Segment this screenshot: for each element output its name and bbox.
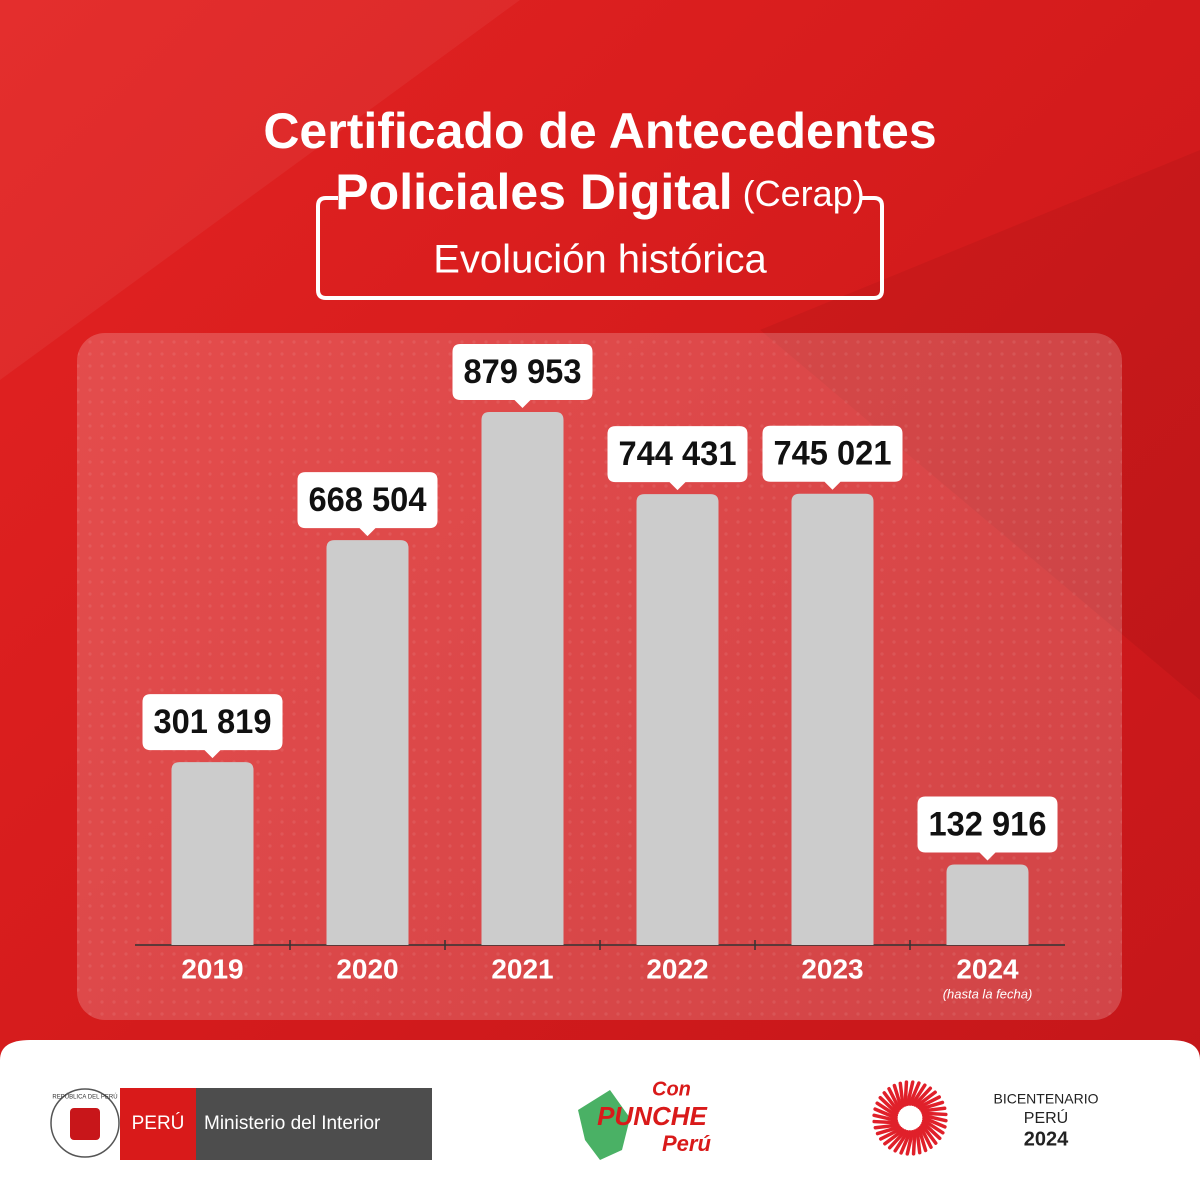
sun-ray (873, 1107, 898, 1120)
sun-ray (905, 1130, 915, 1156)
campaign-word: Con (652, 1078, 691, 1100)
bar (791, 493, 874, 945)
campaign-word: Perú (662, 1131, 711, 1156)
logo-ministry: REPÚBLICA DEL PERÚ PERÚ Ministerio del I… (50, 1088, 432, 1160)
sun-ray (920, 1123, 938, 1145)
campaign-word: PUNCHE (597, 1101, 707, 1131)
x-tick-label: 2022 (646, 953, 708, 984)
title-line: Certificado de Antecedentes (263, 103, 936, 159)
sun-ray (910, 1083, 927, 1106)
country: PERÚ (132, 1112, 185, 1134)
bar (481, 412, 564, 945)
sun-ray (875, 1101, 898, 1118)
x-tick-label: 2019 (181, 953, 243, 984)
sun-ray (920, 1106, 947, 1113)
value-label: 668 504 (309, 481, 427, 519)
logo-campaign: Con PUNCHE Perú (578, 1078, 711, 1160)
sun-ray (921, 1111, 948, 1117)
sun-ray (922, 1113, 948, 1123)
sun-ray (903, 1080, 909, 1107)
subtitle-frame (316, 196, 884, 300)
shield (70, 1108, 100, 1140)
ministry: Ministerio del Interior (204, 1113, 381, 1134)
sun-ray (908, 1081, 921, 1106)
sun-ray (918, 1125, 933, 1149)
bicentenary-text: PERÚ (1024, 1108, 1068, 1127)
bar (171, 762, 254, 945)
sun-ray (879, 1126, 903, 1141)
sun-ray (899, 1130, 912, 1155)
sun-ray (918, 1100, 945, 1111)
x-tick-note: (hasta la fecha) (943, 986, 1033, 1001)
sun-ray (872, 1113, 898, 1123)
map-shape (578, 1090, 630, 1160)
background-shape (0, 0, 520, 380)
ministry-box (196, 1088, 432, 1160)
sun-ray (915, 1090, 937, 1108)
x-tick-label: 2023 (801, 953, 863, 984)
x-tick-label: 2021 (491, 953, 553, 984)
sun-ray (898, 1081, 905, 1108)
x-tick-label: 2024 (956, 953, 1019, 984)
bar (326, 540, 409, 945)
title-line: Policiales Digital (335, 164, 732, 220)
value-label: 744 431 (619, 435, 737, 473)
sun-ray (887, 1129, 907, 1150)
sun-ray (913, 1086, 933, 1107)
sun-ray (873, 1123, 900, 1130)
value-label: 132 916 (929, 805, 1047, 843)
value-callout (452, 344, 593, 408)
sun-ray (882, 1091, 900, 1113)
plot: 301 819 2019 668 504 2020 879 953 2021 744 431… (135, 344, 1065, 1001)
value-callout (762, 425, 903, 490)
sun-ray (905, 1080, 915, 1106)
value-label: 879 953 (464, 353, 582, 391)
sun-ray (921, 1121, 942, 1141)
sun-ray (875, 1125, 902, 1136)
sun-ray (917, 1095, 941, 1110)
sun-ray (922, 1116, 947, 1129)
subtitle: Evolución histórica (433, 238, 767, 282)
bicentenary-text: BICENTENARIO (993, 1091, 1098, 1107)
sun-ray (887, 1087, 902, 1111)
x-tick-label: 2020 (336, 953, 398, 984)
sun-ray (872, 1119, 899, 1125)
value-callout (142, 694, 283, 759)
title-line: Policiales Digital (Cerap) (335, 164, 864, 220)
sun-ray (893, 1130, 910, 1153)
value-callout (297, 472, 438, 537)
sun-ray (878, 1095, 899, 1115)
sun-ray (911, 1129, 917, 1156)
value-callout (917, 796, 1058, 861)
bar (946, 864, 1029, 945)
sun-ray (883, 1128, 905, 1146)
sun-ray (915, 1128, 922, 1155)
country-box (120, 1088, 196, 1160)
seal-text: REPÚBLICA DEL PERÚ (52, 1094, 117, 1101)
sun-ray (917, 1126, 928, 1153)
title-note: (Cerap) (743, 173, 865, 214)
value-callout (607, 426, 748, 491)
sun-ray (922, 1118, 945, 1135)
bar (636, 494, 719, 945)
logo-bicentenary: BICENTENARIO PERÚ 2024 (872, 1080, 1099, 1156)
value-label: 745 021 (774, 435, 892, 473)
sun-ray (892, 1083, 903, 1110)
value-label: 301 819 (154, 703, 272, 741)
bicentenary-text: 2024 (1024, 1128, 1069, 1150)
